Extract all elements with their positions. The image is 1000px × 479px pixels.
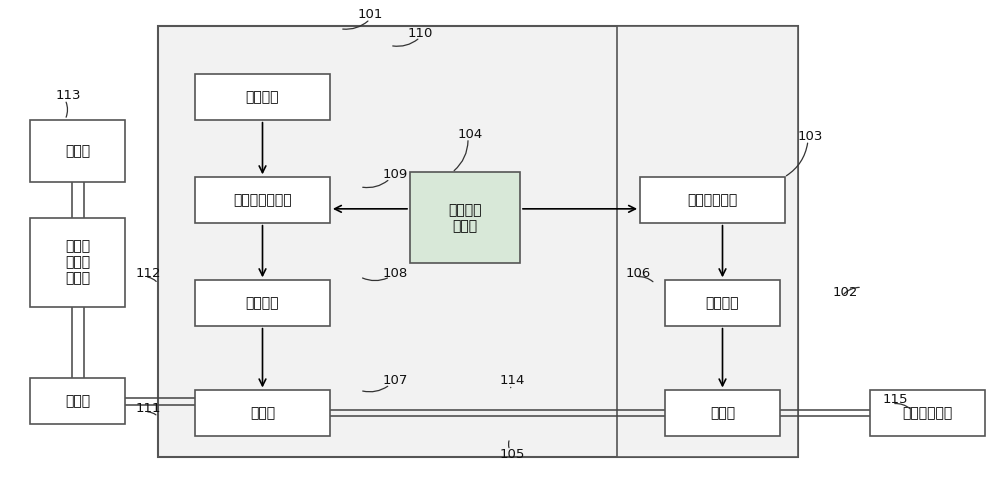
Text: 手术台: 手术台	[65, 144, 90, 158]
Text: 驱动电源: 驱动电源	[246, 90, 279, 104]
Bar	[195, 177, 330, 223]
Text: 废液收集设备: 废液收集设备	[902, 406, 953, 420]
Text: 101: 101	[357, 8, 383, 21]
Text: 储血罐: 储血罐	[65, 394, 90, 408]
Text: 114: 114	[499, 374, 525, 388]
Bar	[30, 378, 125, 424]
Text: 115: 115	[882, 393, 908, 407]
Bar	[30, 218, 125, 307]
Text: 110: 110	[407, 27, 433, 40]
Text: 112: 112	[135, 266, 161, 280]
Text: 蠕动泵: 蠕动泵	[250, 406, 275, 420]
Bar	[195, 74, 330, 120]
Text: 109: 109	[382, 168, 408, 182]
Text: 102: 102	[832, 285, 858, 299]
Text: 步进电机: 步进电机	[246, 296, 279, 310]
Bar	[640, 177, 785, 223]
Text: 步进电机驱动器: 步进电机驱动器	[233, 193, 292, 207]
Text: 离心杯: 离心杯	[710, 406, 735, 420]
Bar	[158, 26, 798, 457]
Text: 111: 111	[135, 401, 161, 415]
Text: 104: 104	[457, 127, 483, 141]
Text: 离心电机: 离心电机	[706, 296, 739, 310]
Bar	[870, 390, 985, 436]
Text: 双管及
负压吸
引装置: 双管及 负压吸 引装置	[65, 239, 90, 285]
Bar	[195, 390, 330, 436]
Text: 血液回收
控制器: 血液回收 控制器	[448, 203, 482, 233]
Text: 108: 108	[382, 266, 408, 280]
Bar	[665, 390, 780, 436]
Text: 113: 113	[55, 89, 81, 103]
Bar	[30, 120, 125, 182]
Text: 105: 105	[499, 447, 525, 461]
Text: 变频调速装置: 变频调速装置	[687, 193, 738, 207]
Text: 103: 103	[797, 130, 823, 143]
Bar	[617, 26, 798, 457]
Bar	[665, 280, 780, 326]
Bar	[195, 280, 330, 326]
Text: 107: 107	[382, 374, 408, 388]
Text: 106: 106	[625, 266, 651, 280]
Bar	[410, 172, 520, 263]
